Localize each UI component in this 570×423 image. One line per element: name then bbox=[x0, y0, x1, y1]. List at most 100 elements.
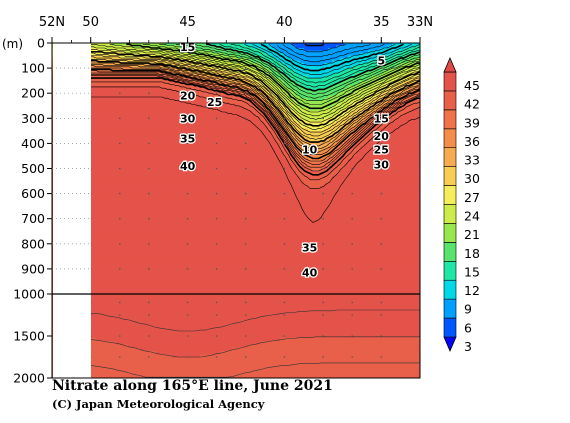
heat-cell bbox=[120, 198, 125, 202]
heat-cell bbox=[160, 135, 165, 139]
heat-cell bbox=[160, 118, 165, 122]
heat-cell bbox=[156, 103, 161, 107]
heat-cell bbox=[104, 367, 109, 372]
heat-cell bbox=[172, 256, 177, 260]
heat-cell bbox=[188, 351, 193, 356]
heat-cell bbox=[168, 243, 173, 247]
heat-cell bbox=[160, 98, 165, 102]
heat-cell bbox=[168, 367, 173, 372]
heat-cell bbox=[192, 226, 197, 230]
heat-cell bbox=[156, 100, 161, 104]
heat-cell bbox=[132, 140, 137, 144]
heat-cell bbox=[124, 135, 129, 139]
heat-cell bbox=[196, 60, 201, 64]
heat-cell bbox=[168, 223, 173, 227]
heat-cell bbox=[164, 253, 169, 257]
heat-cell bbox=[128, 208, 133, 212]
heat-cell bbox=[132, 314, 137, 319]
heat-cell bbox=[124, 347, 129, 352]
heat-cell bbox=[184, 95, 189, 99]
heat-cell bbox=[172, 228, 177, 232]
heat-cell bbox=[156, 334, 161, 339]
heat-cell bbox=[120, 206, 125, 210]
heat-cell bbox=[108, 165, 113, 170]
heat-cell bbox=[192, 191, 197, 195]
heat-cell bbox=[192, 276, 197, 280]
heat-cell bbox=[132, 208, 137, 212]
heat-cell bbox=[108, 123, 113, 127]
heat-cell bbox=[120, 281, 125, 285]
heat-cell bbox=[208, 354, 213, 359]
heat-cell bbox=[156, 263, 161, 267]
heat-cell bbox=[168, 173, 173, 177]
heat-cell bbox=[184, 108, 189, 112]
heat-cell bbox=[92, 98, 97, 102]
heat-cell bbox=[164, 130, 169, 134]
heat-cell bbox=[152, 65, 157, 69]
heat-cell bbox=[104, 128, 109, 132]
heat-cell bbox=[148, 288, 153, 293]
heat-cell bbox=[144, 276, 149, 280]
heat-cell bbox=[120, 268, 125, 273]
heat-cell bbox=[96, 361, 101, 366]
heat-cell bbox=[100, 310, 105, 315]
heat-cell bbox=[132, 110, 137, 114]
heat-cell bbox=[196, 103, 201, 107]
heat-cell bbox=[92, 153, 97, 157]
heat-cell bbox=[192, 243, 197, 247]
heat-cell bbox=[196, 113, 201, 117]
heat-cell bbox=[108, 334, 113, 339]
heat-cell bbox=[208, 155, 213, 160]
heat-cell bbox=[148, 271, 153, 275]
heat-cell bbox=[208, 223, 213, 227]
heat-cell bbox=[168, 105, 173, 109]
heat-cell bbox=[180, 65, 185, 69]
heat-cell bbox=[100, 371, 105, 376]
heat-cell bbox=[148, 143, 153, 147]
heat-cell bbox=[172, 188, 177, 192]
heat-cell bbox=[204, 178, 209, 182]
heat-cell bbox=[160, 115, 165, 119]
heat-cell bbox=[132, 193, 137, 197]
heat-cell bbox=[128, 93, 133, 97]
heat-cell bbox=[200, 371, 205, 376]
heat-cell bbox=[140, 105, 145, 109]
heat-cell bbox=[120, 367, 125, 372]
heat-cell bbox=[176, 226, 181, 230]
heat-cell bbox=[100, 337, 105, 342]
heat-cell bbox=[128, 140, 133, 144]
heat-cell bbox=[120, 314, 125, 319]
heat-cell bbox=[144, 158, 149, 162]
heat-cell bbox=[116, 288, 121, 293]
heat-cell bbox=[148, 135, 153, 139]
heat-cell bbox=[136, 90, 141, 94]
heat-cell bbox=[188, 364, 193, 369]
heat-cell bbox=[104, 105, 109, 109]
heat-cell bbox=[184, 171, 189, 175]
heat-cell bbox=[204, 354, 209, 359]
heat-cell bbox=[140, 171, 145, 175]
heat-cell bbox=[204, 208, 209, 212]
heat-cell bbox=[96, 135, 101, 139]
heat-cell bbox=[200, 231, 205, 235]
heat-cell bbox=[160, 307, 165, 312]
heat-cell bbox=[200, 283, 205, 288]
heat-cell bbox=[196, 337, 201, 342]
heat-cell bbox=[176, 75, 181, 79]
heat-cell bbox=[116, 347, 121, 352]
heat-cell bbox=[172, 310, 177, 315]
heat-cell bbox=[104, 297, 109, 302]
heat-cell bbox=[112, 261, 117, 265]
heat-cell bbox=[172, 206, 177, 210]
heat-cell bbox=[136, 371, 141, 376]
heat-cell bbox=[152, 236, 157, 240]
heat-cell bbox=[180, 145, 185, 150]
heat-cell bbox=[152, 105, 157, 109]
heat-cell bbox=[144, 143, 149, 147]
heat-cell bbox=[188, 281, 193, 285]
heat-cell bbox=[140, 158, 145, 162]
heat-cell bbox=[180, 236, 185, 240]
heat-cell bbox=[140, 188, 145, 192]
heat-cell bbox=[124, 258, 129, 262]
heat-cell bbox=[176, 198, 181, 202]
